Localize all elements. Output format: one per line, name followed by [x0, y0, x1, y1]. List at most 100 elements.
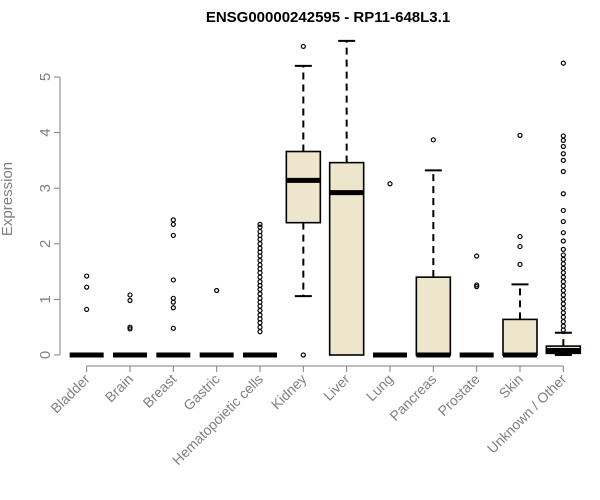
outlier-point — [560, 133, 566, 139]
outlier-point — [560, 168, 566, 175]
box-skin — [502, 132, 538, 358]
x-tick-label: Lung — [363, 371, 396, 404]
outlier-point — [560, 207, 566, 214]
box-unknown-other — [545, 60, 582, 356]
outlier-point — [170, 217, 176, 223]
outlier-point — [560, 157, 566, 163]
box-kidney — [285, 43, 322, 358]
box-rect — [415, 276, 452, 356]
outlier-point — [474, 282, 480, 288]
y-tick-label: 2 — [37, 240, 54, 248]
chart-title: ENSG00000242595 - RP11-648L3.1 — [206, 9, 450, 26]
outlier-point — [84, 306, 90, 313]
outlier-point — [430, 137, 436, 143]
outlier-point — [517, 233, 523, 240]
outlier-point — [560, 265, 566, 271]
outlier-point — [560, 143, 566, 150]
outlier-point — [560, 283, 566, 289]
y-axis-label: Expression — [0, 162, 16, 236]
outlier-point — [560, 137, 566, 143]
outlier-point — [257, 307, 263, 314]
outlier-point — [257, 221, 263, 227]
x-tick-label: Brain — [102, 371, 136, 405]
box-pancreas — [415, 137, 452, 358]
outlier-point — [560, 287, 566, 294]
outlier-point — [170, 295, 176, 301]
outlier-point — [127, 326, 133, 332]
outlier-point — [560, 292, 566, 298]
x-tick-label: Kidney — [268, 371, 310, 413]
outlier-point — [560, 314, 566, 320]
outlier-point — [127, 292, 133, 298]
outlier-point — [257, 291, 263, 297]
outlier-point — [560, 270, 566, 276]
x-tick-label: Bladder — [47, 371, 93, 417]
outlier-point — [257, 324, 263, 330]
outlier-point — [170, 232, 176, 239]
box-liver — [328, 39, 365, 356]
outlier-point — [474, 284, 480, 290]
outlier-point — [560, 279, 566, 285]
outlier-point — [170, 277, 176, 283]
outlier-point — [84, 273, 90, 279]
outlier-point — [560, 252, 566, 258]
box-rect — [285, 150, 322, 224]
y-tick-label: 4 — [37, 128, 54, 136]
outlier-point — [300, 352, 306, 358]
box-lung — [373, 181, 407, 358]
outlier-point — [474, 253, 480, 259]
outlier-point — [560, 246, 566, 252]
outlier-point — [560, 319, 566, 325]
x-tick-label: Skin — [496, 371, 527, 402]
outlier-point — [560, 301, 566, 307]
outlier-point — [300, 43, 306, 50]
box-breast — [156, 217, 191, 358]
box-hematopoietic-cells — [243, 221, 277, 358]
outlier-point — [170, 325, 176, 331]
x-tick-label: Gastric — [180, 371, 223, 414]
outlier-point — [170, 305, 176, 311]
outlier-point — [560, 261, 566, 267]
outlier-point — [560, 256, 566, 262]
outlier-point — [560, 296, 566, 302]
outlier-point — [560, 274, 566, 280]
outlier-point — [560, 238, 566, 244]
outlier-point — [560, 60, 566, 66]
box-bladder — [69, 273, 104, 358]
outlier-point — [517, 132, 523, 138]
outlier-point — [560, 310, 566, 316]
outlier-point — [387, 181, 393, 187]
outlier-point — [257, 224, 263, 230]
outlier-point — [517, 243, 523, 250]
box-gastric — [199, 287, 234, 358]
outlier-point — [560, 218, 566, 225]
outlier-point — [257, 241, 263, 247]
y-tick-label: 5 — [37, 73, 54, 81]
box-series — [69, 39, 582, 358]
outlier-point — [560, 191, 566, 197]
y-tick-label: 0 — [37, 351, 54, 359]
x-tick-label: Liver — [320, 371, 353, 404]
outlier-point — [560, 305, 566, 311]
outlier-point — [127, 324, 133, 330]
x-tick-label: Unknown / Other — [484, 371, 570, 457]
outlier-point — [214, 287, 220, 294]
outlier-point — [257, 257, 263, 264]
y-tick-label: 1 — [37, 295, 54, 303]
y-axis: 0 1 2 3 4 5 — [37, 73, 60, 359]
outlier-point — [127, 297, 133, 304]
x-tick-label: Pancreas — [386, 371, 439, 424]
box-prostate — [459, 253, 494, 358]
outlier-point — [517, 261, 523, 267]
outlier-point — [560, 151, 566, 157]
outlier-point — [170, 221, 176, 227]
outlier-point — [84, 284, 90, 290]
box-rect — [502, 318, 538, 356]
outlier-point — [257, 329, 263, 335]
outlier-point — [257, 274, 263, 280]
x-tick-label: Breast — [140, 371, 180, 411]
outlier-point — [560, 230, 566, 236]
x-tick-label: Prostate — [435, 371, 483, 419]
